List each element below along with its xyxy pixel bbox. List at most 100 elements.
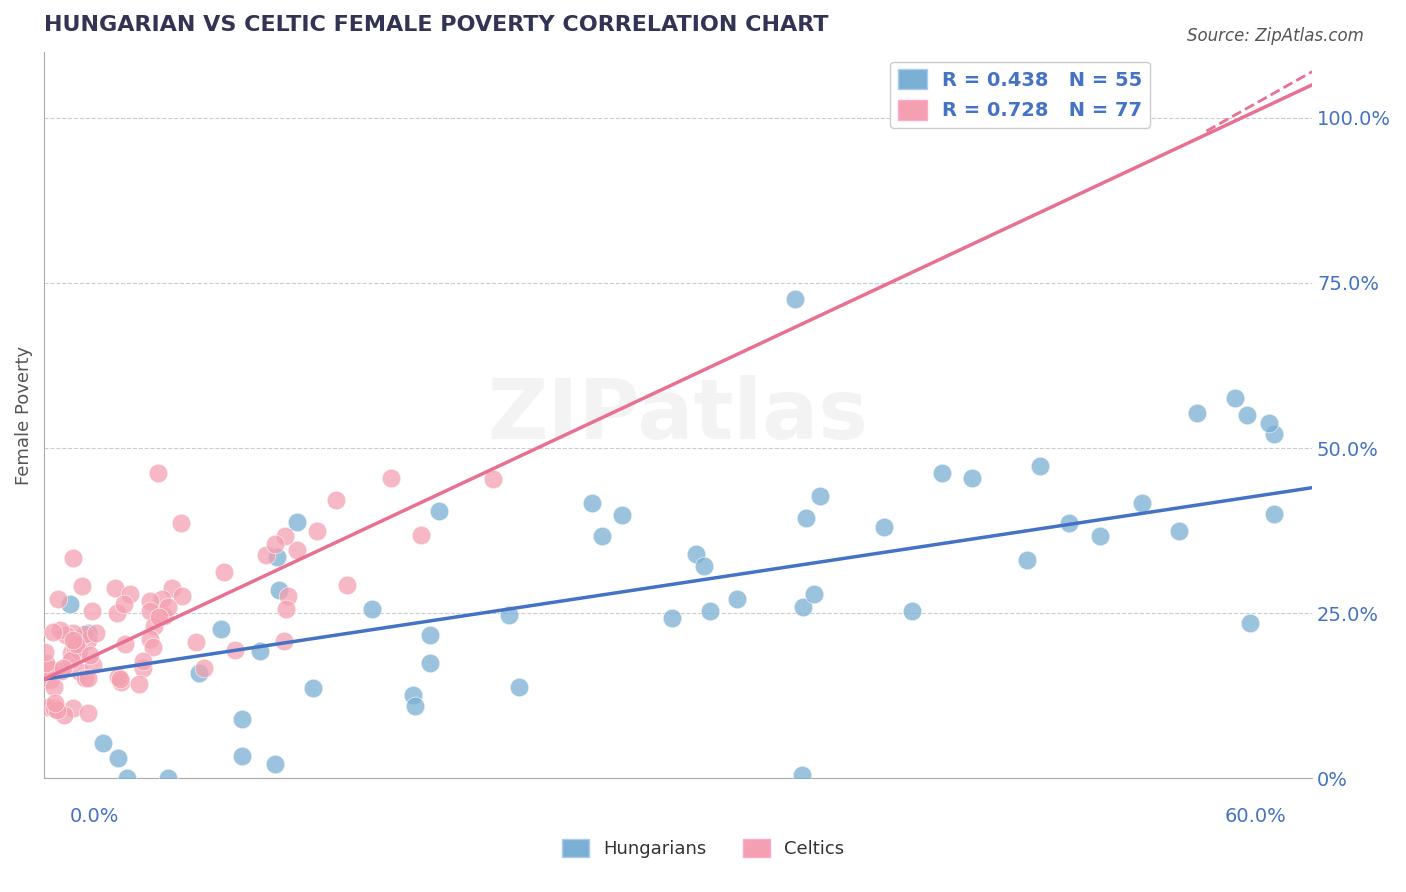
Point bbox=[107, 750, 129, 764]
Point bbox=[1257, 416, 1279, 430]
Point bbox=[336, 577, 359, 591]
Point bbox=[38, 673, 60, 687]
Point bbox=[46, 591, 69, 606]
Point bbox=[1088, 529, 1111, 543]
Point bbox=[118, 587, 141, 601]
Point bbox=[82, 658, 104, 673]
Point bbox=[193, 661, 215, 675]
Point bbox=[1236, 408, 1258, 422]
Point bbox=[38, 662, 60, 676]
Y-axis label: Female Poverty: Female Poverty bbox=[15, 345, 32, 484]
Point bbox=[60, 653, 83, 667]
Point bbox=[170, 589, 193, 603]
Point bbox=[152, 609, 174, 624]
Point bbox=[76, 671, 98, 685]
Point bbox=[115, 771, 138, 785]
Point bbox=[808, 489, 831, 503]
Point bbox=[44, 680, 66, 694]
Point bbox=[114, 637, 136, 651]
Point bbox=[77, 706, 100, 720]
Point bbox=[792, 768, 814, 782]
Point bbox=[76, 626, 98, 640]
Point bbox=[785, 292, 807, 306]
Point bbox=[419, 628, 441, 642]
Point bbox=[661, 611, 683, 625]
Point bbox=[142, 640, 165, 654]
Point bbox=[91, 736, 114, 750]
Text: HUNGARIAN VS CELTIC FEMALE POVERTY CORRELATION CHART: HUNGARIAN VS CELTIC FEMALE POVERTY CORRE… bbox=[44, 15, 828, 35]
Point bbox=[1028, 458, 1050, 473]
Point bbox=[139, 604, 162, 618]
Point bbox=[59, 598, 82, 612]
Point bbox=[277, 589, 299, 603]
Point bbox=[65, 637, 87, 651]
Text: Source: ZipAtlas.com: Source: ZipAtlas.com bbox=[1187, 27, 1364, 45]
Point bbox=[419, 657, 441, 671]
Point bbox=[273, 633, 295, 648]
Point bbox=[361, 602, 384, 616]
Point bbox=[128, 677, 150, 691]
Point bbox=[212, 566, 235, 580]
Point bbox=[69, 665, 91, 680]
Point bbox=[796, 511, 818, 525]
Point bbox=[508, 681, 530, 695]
Legend: R = 0.438   N = 55, R = 0.728   N = 77: R = 0.438 N = 55, R = 0.728 N = 77 bbox=[890, 62, 1150, 128]
Point bbox=[146, 466, 169, 480]
Point bbox=[142, 618, 165, 632]
Point bbox=[110, 674, 132, 689]
Point bbox=[45, 703, 67, 717]
Point bbox=[1263, 507, 1285, 521]
Point bbox=[267, 583, 290, 598]
Point bbox=[402, 688, 425, 702]
Point bbox=[254, 548, 277, 562]
Point bbox=[581, 496, 603, 510]
Point bbox=[44, 696, 66, 710]
Point bbox=[302, 681, 325, 695]
Point bbox=[59, 646, 82, 660]
Point bbox=[132, 661, 155, 675]
Point bbox=[62, 632, 84, 647]
Point bbox=[699, 604, 721, 618]
Text: 0.0%: 0.0% bbox=[69, 807, 120, 826]
Point bbox=[148, 609, 170, 624]
Point bbox=[1057, 516, 1080, 530]
Point bbox=[266, 549, 288, 564]
Point bbox=[481, 473, 503, 487]
Point bbox=[273, 529, 295, 543]
Point bbox=[35, 656, 58, 670]
Point bbox=[42, 624, 65, 639]
Point bbox=[325, 492, 347, 507]
Point bbox=[62, 625, 84, 640]
Point bbox=[139, 594, 162, 608]
Point bbox=[67, 642, 90, 657]
Point bbox=[73, 671, 96, 685]
Point bbox=[62, 701, 84, 715]
Point bbox=[873, 520, 896, 534]
Point bbox=[285, 516, 308, 530]
Point bbox=[249, 644, 271, 658]
Point bbox=[139, 632, 162, 646]
Text: 60.0%: 60.0% bbox=[1225, 807, 1286, 826]
Point bbox=[75, 627, 97, 641]
Point bbox=[112, 597, 135, 611]
Point bbox=[62, 550, 84, 565]
Point bbox=[156, 771, 179, 785]
Point bbox=[1225, 392, 1247, 406]
Point bbox=[591, 529, 613, 543]
Point bbox=[55, 628, 77, 642]
Point bbox=[411, 528, 433, 542]
Point bbox=[187, 665, 209, 680]
Point bbox=[725, 592, 748, 607]
Point bbox=[931, 467, 953, 481]
Point bbox=[685, 547, 707, 561]
Point bbox=[70, 579, 93, 593]
Point bbox=[84, 625, 107, 640]
Point bbox=[1167, 524, 1189, 538]
Point bbox=[184, 635, 207, 649]
Text: ZIPatlas: ZIPatlas bbox=[488, 375, 869, 456]
Point bbox=[231, 749, 253, 764]
Legend: Hungarians, Celtics: Hungarians, Celtics bbox=[554, 831, 852, 865]
Point bbox=[692, 558, 714, 573]
Point bbox=[37, 700, 59, 714]
Point bbox=[53, 708, 76, 723]
